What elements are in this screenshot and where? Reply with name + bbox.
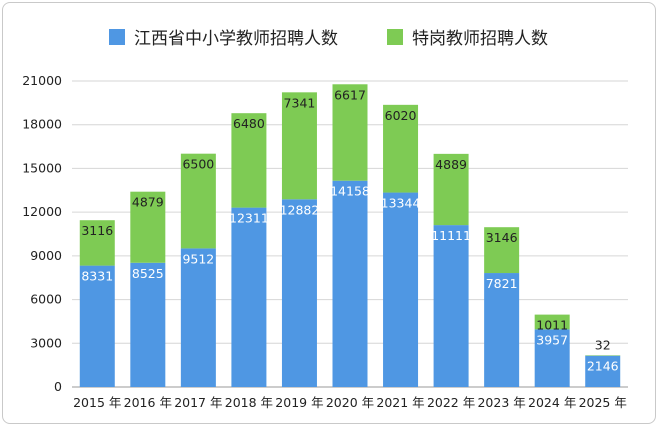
y-tick-label: 18000 (22, 117, 62, 132)
data-label-teacher-recruitment: 9512 (182, 251, 214, 266)
data-label-teacher-recruitment: 11111 (431, 228, 471, 243)
x-tick-label: 2022 年 (427, 395, 475, 410)
legend: 江西省中小学教师招聘人数 特岗教师招聘人数 (109, 29, 548, 49)
data-label-special-post-teachers: 1011 (536, 318, 568, 333)
x-tick-label: 2021 年 (376, 395, 424, 410)
data-label-special-post-teachers: 6617 (334, 87, 366, 102)
x-tick-label: 2015 年 (73, 395, 121, 410)
bar-teacher-recruitment (585, 355, 621, 387)
bar-teacher-recruitment (231, 207, 267, 387)
x-tick-label: 2020 年 (326, 395, 374, 410)
x-axis: 2015 年 2016 年 2017 年 2018 年 2019 年 2020 年 2021… (73, 395, 627, 410)
bars (79, 84, 621, 387)
bar-teacher-recruitment (79, 265, 115, 387)
bar-teacher-recruitment (332, 180, 368, 387)
x-tick-label: 2024 年 (528, 395, 576, 410)
x-tick-label: 2019 年 (275, 395, 323, 410)
legend-label-special-post-teachers: 特岗教师招聘人数 (412, 29, 548, 49)
y-tick-label: 3000 (30, 335, 62, 350)
data-label-special-post-teachers: 4879 (132, 195, 164, 210)
bar-special-post-teachers (433, 153, 469, 226)
bar-teacher-recruitment (130, 262, 166, 387)
data-label-special-post-teachers: 7341 (284, 95, 316, 110)
data-label-teacher-recruitment: 12882 (280, 202, 320, 217)
bar-teacher-recruitment (433, 225, 469, 387)
x-tick-label: 2017 年 (174, 395, 222, 410)
bar-special-post-teachers (484, 227, 520, 274)
data-label-teacher-recruitment: 8331 (81, 269, 113, 284)
bar-teacher-recruitment (180, 248, 216, 387)
bar-teacher-recruitment (534, 329, 570, 387)
bar-teacher-recruitment (484, 273, 520, 387)
x-tick-label: 2018 年 (225, 395, 273, 410)
y-tick-label: 12000 (22, 204, 62, 219)
data-label-special-post-teachers: 3146 (486, 230, 518, 245)
value-labels: 8331 3116 8525 4879 9512 6500 12311 6480 12882 73… (81, 87, 618, 373)
y-axis: 0 3000 6000 9000 12000 15000 18000 21000 (22, 73, 62, 394)
y-tick-label: 9000 (30, 248, 62, 263)
data-label-special-post-teachers: 3116 (81, 223, 113, 238)
y-tick-label: 15000 (22, 160, 62, 175)
y-tick-label: 21000 (22, 73, 62, 88)
x-tick-label: 2016 年 (124, 395, 172, 410)
data-label-teacher-recruitment: 14158 (330, 184, 370, 199)
data-label-teacher-recruitment: 2146 (587, 359, 619, 374)
y-tick-label: 6000 (30, 292, 62, 307)
bar-special-post-teachers (534, 314, 570, 330)
bar-teacher-recruitment (383, 192, 419, 387)
x-tick-label: 2025 年 (579, 395, 627, 410)
legend-swatch-special-post-teachers (387, 29, 403, 45)
bar-special-post-teachers (79, 220, 115, 266)
data-label-teacher-recruitment: 8525 (132, 266, 164, 281)
bar-special-post-teachers (231, 113, 267, 208)
bar-special-post-teachers (180, 153, 216, 249)
data-label-special-post-teachers: 6020 (385, 108, 417, 123)
legend-label-teacher-recruitment: 江西省中小学教师招聘人数 (134, 29, 338, 49)
data-label-teacher-recruitment: 3957 (536, 332, 568, 347)
data-label-special-post-teachers: 4889 (435, 157, 467, 172)
data-label-special-post-teachers: 6500 (182, 157, 214, 172)
data-label-teacher-recruitment: 13344 (381, 196, 421, 211)
data-label-special-post-teachers: 32 (595, 337, 611, 352)
data-label-teacher-recruitment: 12311 (229, 211, 269, 226)
bar-special-post-teachers (332, 84, 368, 181)
y-tick-label: 0 (54, 379, 62, 394)
x-tick-label: 2023 年 (477, 395, 525, 410)
data-label-teacher-recruitment: 7821 (486, 276, 518, 291)
bar-special-post-teachers (383, 104, 419, 193)
bar-special-post-teachers (130, 191, 166, 263)
bar-special-post-teachers (281, 92, 317, 200)
bar-teacher-recruitment (281, 199, 317, 387)
data-label-special-post-teachers: 6480 (233, 116, 265, 131)
legend-swatch-teacher-recruitment (109, 29, 125, 45)
